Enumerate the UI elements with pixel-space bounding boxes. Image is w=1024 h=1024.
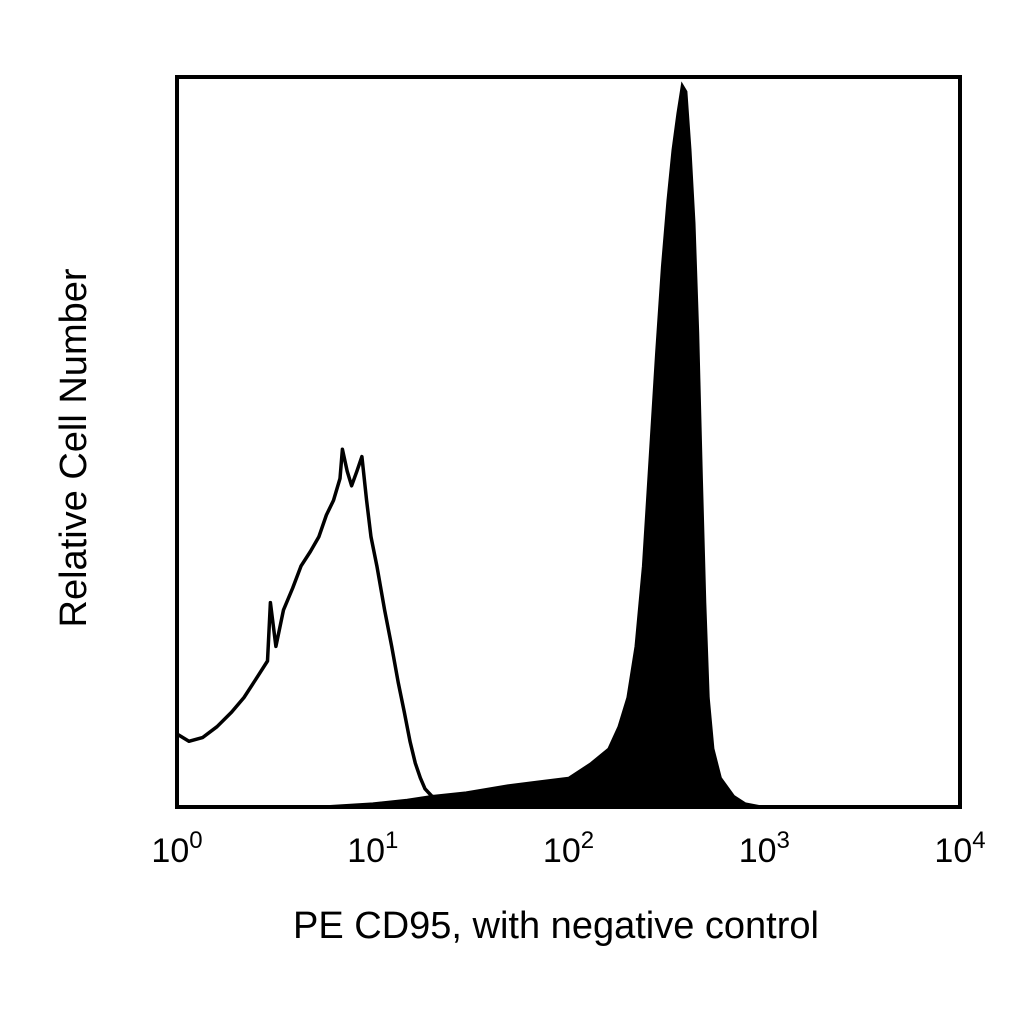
x-tick-labels: 100 101 102 103 104 [151, 827, 985, 870]
plot-frame [175, 75, 962, 809]
series-layer [176, 81, 765, 809]
x-tick-label: 103 [739, 827, 790, 870]
x-axis-title: PE CD95, with negative control [293, 905, 819, 947]
x-tick-label: 102 [543, 827, 594, 870]
x-tick-label: 101 [347, 827, 398, 870]
pe-cd95-histogram [177, 81, 765, 808]
x-tick-label: 100 [151, 827, 202, 870]
negative-control-histogram [176, 447, 467, 809]
x-tick-label: 104 [934, 827, 985, 870]
y-axis-title: Relative Cell Number [53, 268, 95, 627]
